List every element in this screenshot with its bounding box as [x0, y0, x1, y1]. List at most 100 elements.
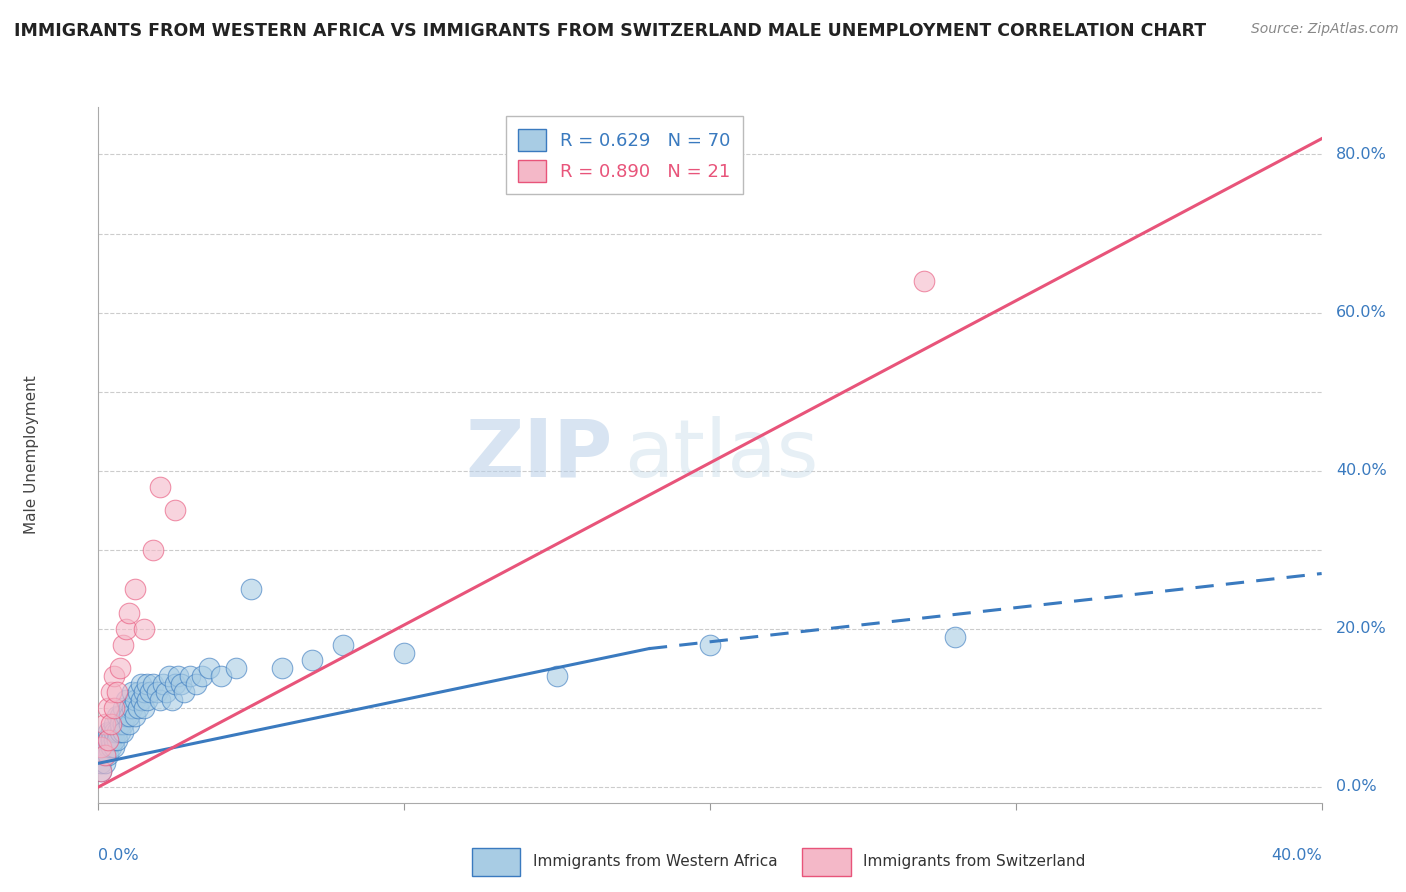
Point — [97, 701, 120, 715]
Point — [97, 732, 120, 747]
Point — [93, 716, 115, 731]
Point — [118, 716, 141, 731]
Point — [179, 669, 201, 683]
Point — [103, 724, 125, 739]
Point — [105, 724, 128, 739]
Point — [103, 701, 125, 715]
Legend: R = 0.629   N = 70, R = 0.890   N = 21: R = 0.629 N = 70, R = 0.890 N = 21 — [506, 116, 742, 194]
Point — [103, 716, 125, 731]
Point — [108, 661, 131, 675]
Point — [111, 716, 134, 731]
Point — [332, 638, 354, 652]
Point — [129, 677, 152, 691]
Point — [111, 701, 134, 715]
Point — [118, 708, 141, 723]
Point — [111, 724, 134, 739]
Point — [225, 661, 247, 675]
Point — [163, 677, 186, 691]
Point — [270, 661, 292, 675]
Point — [103, 732, 125, 747]
Point — [136, 677, 159, 691]
Point — [105, 685, 128, 699]
Point — [115, 622, 138, 636]
Text: Immigrants from Western Africa: Immigrants from Western Africa — [533, 855, 778, 870]
Point — [170, 677, 193, 691]
Text: 80.0%: 80.0% — [1336, 147, 1388, 162]
Point — [301, 653, 323, 667]
FancyBboxPatch shape — [471, 848, 520, 876]
Point — [105, 708, 128, 723]
Point — [124, 708, 146, 723]
Point — [118, 606, 141, 620]
Point — [97, 740, 120, 755]
Point — [149, 693, 172, 707]
Text: atlas: atlas — [624, 416, 818, 494]
Point — [155, 685, 177, 699]
Point — [136, 693, 159, 707]
Text: 40.0%: 40.0% — [1336, 463, 1388, 478]
Point — [90, 764, 112, 779]
Point — [699, 638, 721, 652]
Point — [90, 740, 112, 755]
Point — [546, 669, 568, 683]
Point — [392, 646, 416, 660]
Text: Male Unemployment: Male Unemployment — [24, 376, 38, 534]
FancyBboxPatch shape — [801, 848, 851, 876]
Point — [97, 724, 120, 739]
Point — [100, 740, 122, 755]
Text: 20.0%: 20.0% — [1336, 622, 1388, 636]
Point — [100, 724, 122, 739]
Point — [127, 685, 149, 699]
Point — [93, 748, 115, 763]
Point — [118, 701, 141, 715]
Point — [93, 756, 115, 771]
Point — [134, 622, 156, 636]
Point — [124, 693, 146, 707]
Text: Source: ZipAtlas.com: Source: ZipAtlas.com — [1251, 22, 1399, 37]
Point — [121, 685, 143, 699]
Point — [209, 669, 232, 683]
Point — [115, 693, 138, 707]
Text: 0.0%: 0.0% — [1336, 780, 1376, 795]
Point — [124, 582, 146, 597]
Point — [90, 756, 112, 771]
Point — [943, 630, 966, 644]
Point — [97, 732, 120, 747]
Point — [115, 708, 138, 723]
Point — [186, 677, 208, 691]
Point — [129, 693, 152, 707]
Point — [912, 274, 935, 288]
Point — [100, 685, 122, 699]
Point — [134, 685, 156, 699]
Point — [139, 685, 162, 699]
Point — [134, 701, 156, 715]
Text: 0.0%: 0.0% — [98, 848, 139, 863]
Point — [90, 748, 112, 763]
Point — [142, 542, 165, 557]
Text: 40.0%: 40.0% — [1271, 848, 1322, 863]
Point — [111, 638, 134, 652]
Point — [93, 732, 115, 747]
Point — [100, 732, 122, 747]
Point — [100, 716, 122, 731]
Point — [108, 716, 131, 731]
Text: Immigrants from Switzerland: Immigrants from Switzerland — [863, 855, 1085, 870]
Point — [167, 669, 190, 683]
Point — [97, 748, 120, 763]
Point — [108, 708, 131, 723]
Point — [197, 661, 219, 675]
Point — [145, 685, 167, 699]
Point — [103, 669, 125, 683]
Point — [173, 685, 195, 699]
Point — [240, 582, 263, 597]
Point — [121, 701, 143, 715]
Point — [160, 693, 183, 707]
Point — [90, 764, 112, 779]
Point — [127, 701, 149, 715]
Text: IMMIGRANTS FROM WESTERN AFRICA VS IMMIGRANTS FROM SWITZERLAND MALE UNEMPLOYMENT : IMMIGRANTS FROM WESTERN AFRICA VS IMMIGR… — [14, 22, 1206, 40]
Text: ZIP: ZIP — [465, 416, 612, 494]
Point — [152, 677, 174, 691]
Point — [163, 503, 186, 517]
Point — [103, 740, 125, 755]
Point — [93, 740, 115, 755]
